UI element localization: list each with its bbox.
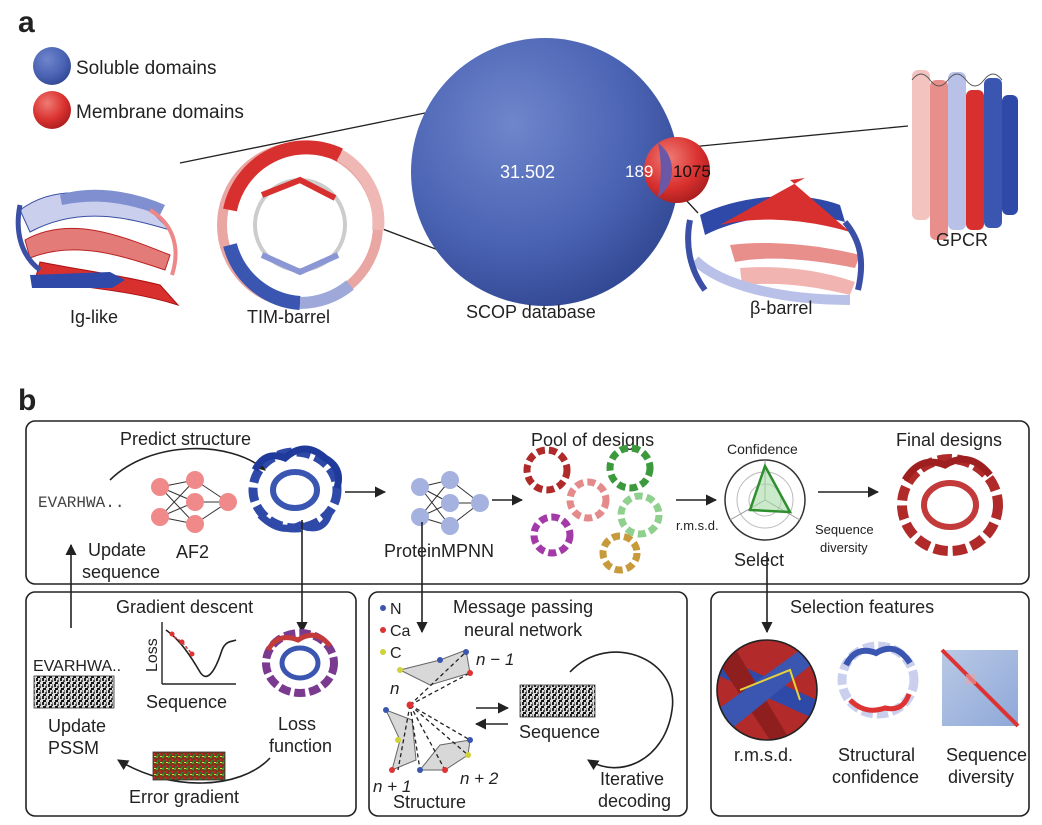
overlap-region — [658, 143, 673, 197]
diversity-axis-label-1: Sequence — [815, 522, 874, 537]
message-passing-title-1: Message passing — [453, 597, 593, 617]
final-designs-label: Final designs — [896, 430, 1002, 450]
input-sequence-text: EVARHWA.. — [38, 494, 124, 512]
predicted-structure — [248, 445, 342, 533]
af2-network — [151, 471, 237, 533]
ca-atom-swatch — [380, 627, 386, 633]
iterative-decoding-arrow — [569, 651, 674, 771]
structure-graph — [383, 649, 473, 773]
af2-label: AF2 — [176, 542, 209, 562]
loss-function-label-1: Loss — [278, 714, 316, 734]
c-atom-swatch — [380, 649, 386, 655]
selection-features-title: Selection features — [790, 597, 934, 617]
gradient-descent-box — [25, 591, 357, 817]
rmsd-feature-label: r.m.s.d. — [734, 745, 793, 765]
update-pssm-label-1: Update — [48, 716, 106, 736]
panel-letter-b: b — [18, 384, 36, 417]
confidence-axis-label: Confidence — [727, 441, 798, 457]
pssm-matrix — [33, 675, 115, 709]
node-n-plus-1-label: n + 1 — [373, 777, 411, 796]
design-pipeline-box — [25, 420, 1030, 585]
node-n-minus-1-label: n − 1 — [476, 650, 514, 669]
iterative-decoding-label-1: Iterative — [600, 769, 664, 789]
predict-structure-label: Predict structure — [120, 429, 251, 449]
overlap-count: 189 — [625, 162, 653, 181]
gpcr-structure — [911, 70, 1018, 240]
diversity-axis-label-2: diversity — [820, 540, 868, 555]
update-sequence-label-1: Update — [88, 540, 146, 560]
structural-confidence-label-2: confidence — [832, 767, 919, 787]
sequence-diversity-heatmap — [940, 648, 1020, 728]
rmsd-zoom — [716, 639, 818, 741]
update-sequence-label-2: sequence — [82, 562, 160, 582]
loss-axis-label: Loss — [144, 638, 161, 672]
gradient-descent-title: Gradient descent — [116, 597, 253, 617]
legend-ca-label: Ca — [390, 623, 411, 640]
gradient-arc-arrow — [117, 757, 271, 784]
loss-function-label-2: function — [269, 736, 332, 756]
proteinmpnn-network — [411, 471, 489, 535]
node-n-plus-2-label: n + 2 — [460, 769, 499, 788]
sequence-axis-label: Sequence — [146, 692, 227, 712]
message-passing-title-2: neural network — [464, 620, 583, 640]
design-pool — [523, 444, 663, 574]
sequence-diversity-label-2: diversity — [948, 767, 1014, 787]
ig-like-structure — [15, 189, 180, 307]
loss-structure — [262, 629, 338, 697]
soluble-domains-sphere — [411, 38, 679, 306]
selection-radar — [724, 459, 806, 541]
scop-database-label: SCOP database — [466, 302, 596, 322]
tim-barrel-structure — [217, 140, 385, 310]
legend-n-label: N — [390, 601, 402, 618]
sequence-diversity-label-1: Sequence — [946, 745, 1027, 765]
iterative-decoding-label-2: decoding — [598, 791, 671, 811]
legend-c-label: C — [390, 645, 402, 662]
beta-barrel-label: β-barrel — [750, 298, 812, 318]
legend-membrane-swatch — [33, 91, 71, 129]
select-label: Select — [734, 550, 784, 570]
message-passing-box — [368, 591, 688, 817]
structural-confidence-structure — [837, 641, 919, 719]
predict-arc-arrow — [109, 447, 266, 481]
proteinmpnn-label: ProteinMPNN — [384, 541, 494, 561]
update-pssm-label-2: PSSM — [48, 738, 99, 758]
beta-barrel-structure — [685, 178, 865, 305]
tim-barrel-label: TIM-barrel — [247, 307, 330, 327]
error-gradient-matrix — [152, 751, 226, 781]
node-n-label: n — [390, 679, 399, 698]
n-atom-swatch — [380, 605, 386, 611]
final-design-structure — [897, 454, 1003, 556]
sequence-matrix — [519, 684, 596, 718]
structural-confidence-label-1: Structural — [838, 745, 915, 765]
structure-label: Structure — [393, 792, 466, 812]
error-gradient-label: Error gradient — [129, 787, 239, 807]
selection-features-box — [710, 591, 1030, 817]
legend: Soluble domains Membrane domains — [33, 47, 244, 129]
gpcr-label: GPCR — [936, 230, 988, 250]
loss-plot — [161, 622, 237, 685]
soluble-count: 31.502 — [500, 162, 555, 182]
rmsd-axis-label: r.m.s.d. — [676, 518, 719, 533]
membrane-count: 1075 — [673, 162, 711, 181]
legend-soluble-label: Soluble domains — [76, 58, 216, 79]
legend-membrane-label: Membrane domains — [76, 102, 244, 123]
panel-letter-a: a — [18, 6, 35, 39]
pssm-sequence-text: EVARHWA.. — [33, 658, 121, 675]
legend-soluble-swatch — [33, 47, 71, 85]
ig-like-label: Ig-like — [70, 307, 118, 327]
sequence-label: Sequence — [519, 722, 600, 742]
pool-of-designs-label: Pool of designs — [531, 430, 654, 450]
